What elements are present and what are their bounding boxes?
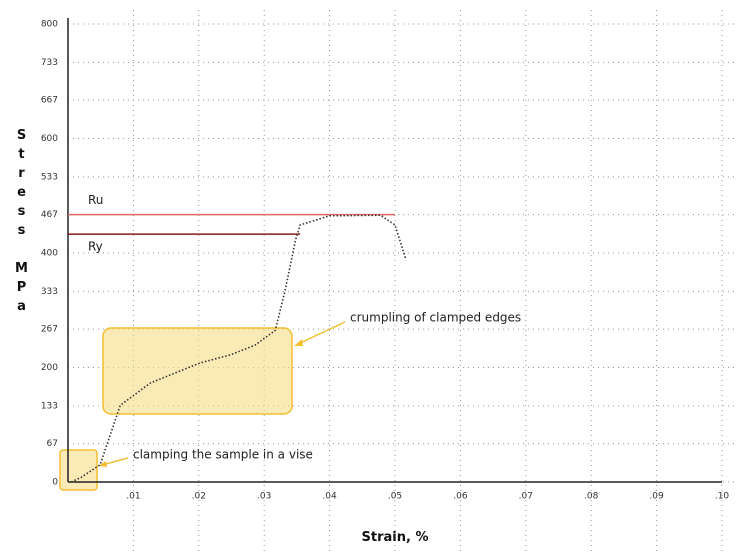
reference-label: Ry (88, 240, 103, 254)
x-tick-label: .10 (715, 492, 730, 502)
y-tick-label: 133 (41, 401, 58, 411)
y-tick-label: 800 (41, 20, 58, 30)
y-tick-label: 733 (41, 58, 58, 68)
x-tick-label: .05 (388, 492, 402, 502)
x-tick-label: .07 (519, 492, 533, 502)
y-axis-label: Stress MPa (14, 128, 29, 318)
y-tick-label: 467 (41, 210, 58, 220)
highlight-box (102, 327, 293, 415)
y-tick-label: 0 (52, 478, 58, 488)
x-tick-label: .06 (453, 492, 468, 502)
arrow (297, 321, 346, 345)
annotation: clamping the sample in a vise (133, 448, 313, 462)
y-tick-label: 667 (41, 96, 58, 106)
reference-label: Ru (88, 193, 103, 207)
y-tick-label: 267 (41, 325, 58, 335)
y-tick-label: 67 (47, 439, 58, 449)
x-tick-label: .02 (192, 492, 206, 502)
arrowhead (98, 461, 107, 467)
x-tick-label: .01 (126, 492, 140, 502)
x-tick-label: .03 (257, 492, 271, 502)
x-tick-label: .09 (649, 492, 664, 502)
y-tick-label: 333 (41, 287, 58, 297)
highlight-box (59, 449, 98, 491)
x-axis-label: Strain, % (361, 530, 429, 545)
annotation: crumpling of clamped edges (350, 311, 521, 325)
y-tick-label: 400 (41, 249, 58, 259)
grid (68, 10, 735, 555)
y-tick-label: 600 (41, 134, 58, 144)
y-tick-label: 200 (41, 363, 58, 373)
x-tick-label: .04 (322, 492, 337, 502)
data-line (70, 214, 407, 483)
x-tick-label: .08 (584, 492, 599, 502)
arrowhead (294, 339, 303, 346)
y-tick-label: 533 (41, 172, 58, 182)
